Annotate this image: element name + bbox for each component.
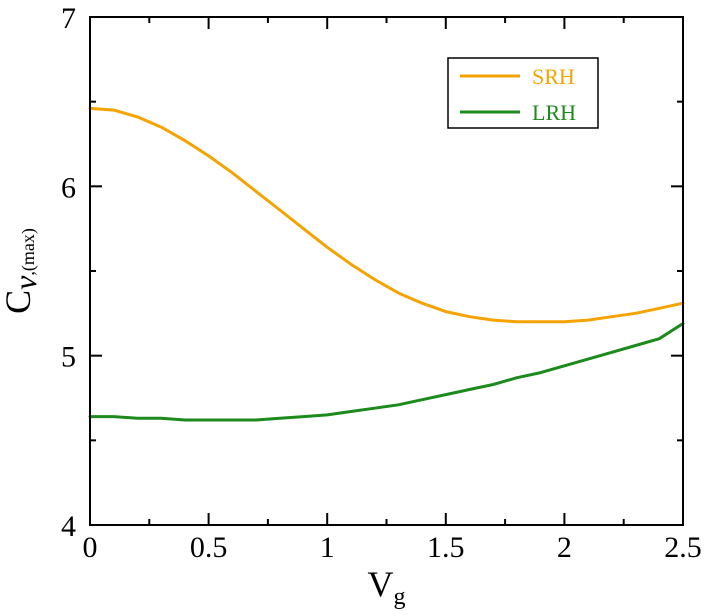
y-axis-label: Cv,(max) [0, 228, 43, 314]
y-axis-label-italic: v [7, 275, 43, 290]
series-line-srh [88, 106, 685, 324]
y-axis-label-main: C [0, 290, 38, 314]
x-tick-label: 0 [83, 531, 98, 564]
series-line-lrh [88, 322, 685, 422]
x-tick-label: 1 [320, 531, 335, 564]
x-tick-label: 2.5 [664, 531, 702, 564]
x-axis-label-sub: g [394, 584, 406, 610]
y-tick-label: 6 [61, 171, 76, 204]
legend-box [447, 57, 599, 129]
legend-label-lrh: LRH [532, 100, 576, 125]
tick-marks [89, 16, 684, 526]
x-tick-label: 2 [557, 531, 572, 564]
y-tick-label: 7 [61, 2, 76, 35]
x-axis-label-main: V [368, 564, 394, 604]
tick-labels: 0 0.5 1 1.5 2 2.5 4 5 6 7 [61, 2, 702, 564]
y-tick-label: 4 [61, 510, 76, 543]
y-tick-label: 5 [61, 341, 76, 374]
x-axis-label: Vg [368, 564, 406, 610]
y-axis-label-sub: ,(max) [18, 228, 39, 275]
x-tick-label: 0.5 [190, 531, 228, 564]
x-tick-label: 1.5 [427, 531, 465, 564]
legend-label-srh: SRH [532, 64, 575, 89]
chart-marks [88, 106, 685, 422]
legend: SRH LRH [447, 57, 599, 129]
